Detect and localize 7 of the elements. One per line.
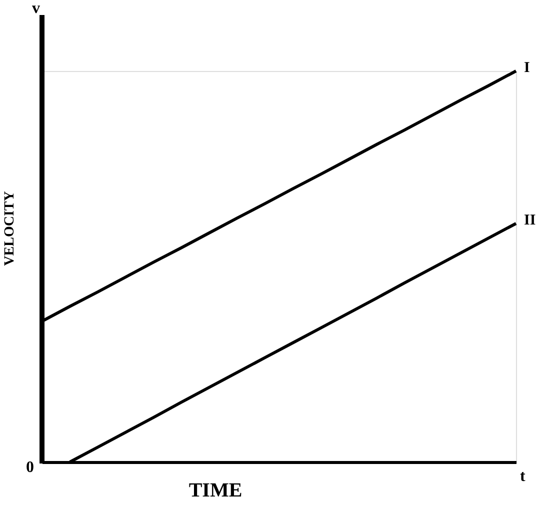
text: 0: [26, 459, 34, 476]
text: t: [520, 468, 526, 485]
y-axis-title: VELOCITY: [2, 191, 18, 266]
text: v: [32, 0, 40, 17]
x-axis-title: TIME: [188, 480, 242, 502]
series-label: II: [524, 212, 536, 228]
series-label: I: [524, 60, 530, 76]
